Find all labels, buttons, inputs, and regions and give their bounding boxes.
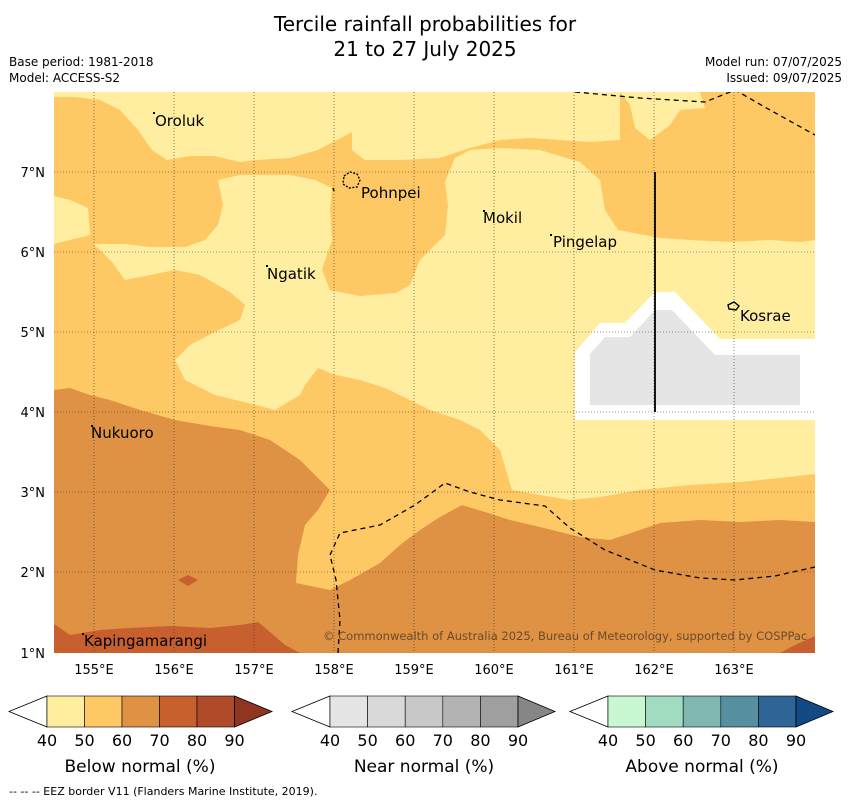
lat-label-2n: 2°N (21, 566, 46, 581)
legend-above-tick-50: 50 (635, 731, 655, 750)
lon-label-160e: 160°E (474, 663, 514, 678)
legend-near-tick-70: 70 (433, 731, 453, 750)
legend-above-tick-80: 80 (748, 731, 768, 750)
atoll-markers (82, 112, 552, 635)
lon-label-156e: 156°E (154, 663, 194, 678)
legend-near-arrow-left (290, 695, 331, 728)
lat-label-7n: 7°N (21, 166, 46, 181)
legend-near-swatch-60 (404, 695, 444, 728)
region-below-40-50-west-2 (54, 196, 90, 244)
legend-below-title: Below normal (%) (65, 757, 216, 777)
model-run-label: Model run: 07/07/2025 (704, 55, 842, 69)
issued-label: Issued: 09/07/2025 (726, 71, 842, 85)
lat-label-3n: 3°N (21, 486, 46, 501)
lon-label-161e: 161°E (554, 663, 594, 678)
lat-label-6n: 6°N (21, 246, 46, 261)
region-below-40-50-west (54, 92, 352, 162)
lon-label-158e: 158°E (314, 663, 354, 678)
place-label-kosrae: Kosrae (740, 307, 791, 325)
legend-below-tick-90: 90 (224, 731, 244, 750)
legend-below-swatch-60 (121, 695, 160, 728)
model-label: Model: ACCESS-S2 (9, 71, 121, 85)
lat-label-4n: 4°N (21, 406, 46, 421)
legend-below-tick-50: 50 (74, 731, 94, 750)
lon-label-163e: 163°E (714, 663, 754, 678)
gridlines (54, 92, 815, 653)
lon-label-157e: 157°E (234, 663, 274, 678)
legend-near-title: Near normal (%) (354, 757, 494, 777)
legend-below-arrow-left (7, 695, 48, 728)
kosrae-island (727, 301, 740, 311)
legend-above-swatch-40 (607, 695, 646, 728)
lon-label-162e: 162°E (634, 663, 674, 678)
island-shapes (332, 171, 740, 311)
legend-below-swatch-40 (46, 695, 85, 728)
legend-near-arrow-right (517, 695, 557, 728)
legend-above-tick-90: 90 (786, 731, 806, 750)
legend-below-swatch-50 (84, 695, 123, 728)
lon-label-155e: 155°E (74, 663, 114, 678)
legend-above-normal (568, 695, 835, 728)
place-label-pingelap: Pingelap (553, 233, 617, 251)
legend-near-swatch-40 (329, 695, 368, 728)
model-info: Base period: 1981-2018 Model: ACCESS-S2 (9, 54, 154, 86)
copyright-notice: © Commonwealth of Australia 2025, Bureau… (323, 629, 807, 643)
place-label-ngatik: Ngatik (267, 265, 316, 283)
region-near-normal-40-50 (590, 310, 800, 405)
legend-above-swatch-50 (645, 695, 684, 728)
legend-near-tick-50: 50 (357, 731, 377, 750)
base-period-label: Base period: 1981-2018 (9, 55, 154, 69)
legend-near-tick-40: 40 (320, 731, 340, 750)
region-below-60-70-blob (178, 575, 198, 586)
legend-above-title: Above normal (%) (625, 757, 778, 777)
run-info: Model run: 07/07/2025 Issued: 09/07/2025 (705, 54, 842, 86)
title-line-2: 21 to 27 July 2025 (333, 37, 517, 61)
title-line-1: Tercile rainfall probabilities for (273, 12, 577, 36)
page-title: Tercile rainfall probabilities for 21 to… (0, 12, 850, 62)
legend-above-swatch-60 (682, 695, 722, 728)
legend-below-swatch-80 (196, 695, 235, 728)
legend-near-normal (290, 695, 557, 728)
legend-above-tick-60: 60 (673, 731, 693, 750)
legend-below-arrow-right (234, 695, 274, 728)
legend-near-tick-80: 80 (470, 731, 490, 750)
pohnpei-island (342, 171, 361, 189)
region-below-40-50-north (352, 92, 620, 160)
region-below-40-50-east (620, 92, 705, 140)
place-label-oroluk: Oroluk (155, 112, 204, 130)
legend-below-tick-40: 40 (37, 731, 57, 750)
map-area: Oroluk Pohnpei Mokil Pingelap Ngatik Kos… (54, 92, 815, 653)
legend-near-swatch-80 (480, 695, 519, 728)
place-label-nukuoro: Nukuoro (91, 424, 154, 442)
legend-below-normal (7, 695, 274, 728)
legend-near-swatch-50 (367, 695, 406, 728)
region-below-60-70 (54, 388, 815, 653)
legend-above-swatch-70 (720, 695, 759, 728)
place-label-pohnpei: Pohnpei (361, 184, 421, 202)
legend-above-tick-70: 70 (711, 731, 731, 750)
region-below-70-80 (54, 622, 300, 653)
legend-below-tick-80: 80 (187, 731, 207, 750)
legend-below-tick-70: 70 (149, 731, 169, 750)
eez-footnote: -- -- -- EEZ border V11 (Flanders Marine… (9, 785, 318, 798)
place-label-kapingamarangi: Kapingamarangi (84, 632, 207, 650)
region-below-70-80-east (780, 636, 815, 653)
legend-near-tick-60: 60 (395, 731, 415, 750)
legend-below-tick-60: 60 (112, 731, 132, 750)
legend-near-tick-90: 90 (508, 731, 528, 750)
legend-above-tick-40: 40 (598, 731, 618, 750)
lat-label-5n: 5°N (21, 326, 46, 341)
legend-below-swatch-70 (159, 695, 198, 728)
place-label-mokil: Mokil (483, 209, 522, 227)
lon-label-159e: 159°E (394, 663, 434, 678)
legend-above-arrow-left (568, 695, 609, 728)
eez-borders (329, 92, 815, 653)
legend-near-swatch-70 (442, 695, 481, 728)
legend-above-arrow-right (795, 695, 835, 728)
lat-label-1n: 1°N (21, 647, 46, 662)
legend-above-swatch-80 (758, 695, 797, 728)
